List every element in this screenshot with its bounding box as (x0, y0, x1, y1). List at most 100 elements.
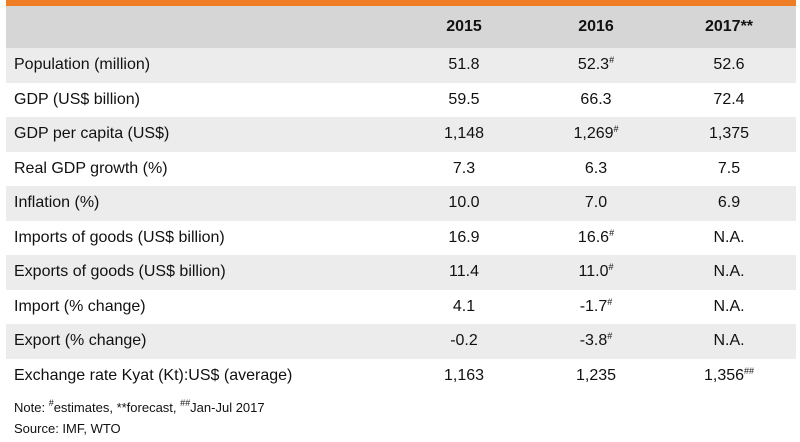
value-text: 1,235 (575, 366, 617, 384)
economic-indicators-table: 2015 2016 2017** Population (million) 51.… (6, 6, 796, 393)
header-accent-bar (6, 0, 796, 6)
value-2016: 16.6# (530, 221, 662, 256)
value-2016: 7.0 (530, 186, 662, 221)
value-2015: 51.8 (398, 48, 530, 83)
row-label: Exports of goods (US$ billion) (14, 263, 226, 281)
value-2016: 1,269# (530, 117, 662, 152)
value-2017: 1,356## (662, 359, 796, 394)
note-mark-period: ## (180, 398, 191, 408)
table-row: Export (% change) -0.2 -3.8# N.A. (6, 324, 796, 359)
value-2015: 59.5 (398, 83, 530, 118)
table-row: Exchange rate Kyat (Kt):US$ (average) 1,1… (6, 358, 796, 394)
table-row: Inflation (%) 10.0 7.0 6.9 (6, 186, 796, 221)
value-2015: 16.9 (398, 221, 530, 256)
note-line: Note: #estimates, **forecast, ##Jan-Jul … (14, 397, 265, 418)
value-text: 1,163 (443, 366, 485, 384)
header-2017: 2017** (704, 18, 754, 35)
value-text: 11.4 (449, 263, 479, 281)
value-2017: 6.9 (662, 186, 796, 221)
note-estimates: estimates, (53, 400, 117, 415)
row-label: Real GDP growth (%) (14, 159, 168, 177)
note-forecast: **forecast, (116, 400, 181, 415)
value-2015: 1,148 (398, 117, 530, 152)
value-2016: 11.0# (530, 255, 662, 290)
value-mark: # (609, 227, 615, 238)
value-mark: ## (744, 365, 755, 376)
value-2017: N.A. (662, 221, 796, 256)
row-label: Imports of goods (US$ billion) (14, 228, 225, 246)
value-2017: N.A. (662, 255, 796, 290)
value-2015: 4.1 (398, 290, 530, 325)
value-2016: 6.3 (530, 152, 662, 187)
value-mark: # (607, 296, 613, 307)
table-row: GDP (US$ billion) 59.5 66.3 72.4 (6, 82, 796, 118)
table-row: Import (% change) 4.1 -1.7# N.A. (6, 289, 796, 325)
source-line: Source: IMF, WTO (14, 421, 121, 436)
value-text: 7.5 (717, 159, 741, 177)
row-label: Export (% change) (14, 332, 147, 350)
table-row: Population (million) 51.8 52.3# 52.6 (6, 48, 796, 83)
value-text: 1,356 (703, 366, 745, 384)
value-2017: 1,375 (662, 117, 796, 152)
value-2016: 66.3 (530, 83, 662, 118)
table-row: Imports of goods (US$ billion) 16.9 16.6# N… (6, 220, 796, 256)
header-indicator (6, 6, 398, 48)
value-2015: 1,163 (398, 359, 530, 394)
value-text: 1,269 (573, 125, 614, 143)
value-text: 66.3 (580, 90, 612, 108)
value-text: 51.8 (448, 56, 480, 74)
note-period: Jan-Jul 2017 (190, 400, 265, 415)
value-2017: 72.4 (662, 83, 796, 118)
value-text: N.A. (713, 297, 745, 315)
header-2016: 2016 (578, 18, 614, 35)
table-notes: Note: #estimates, **forecast, ##Jan-Jul … (14, 397, 265, 439)
value-text: 59.5 (448, 90, 480, 108)
value-text: -3.8 (579, 332, 608, 350)
value-2017: 7.5 (662, 152, 796, 187)
note-mark-estimates: # (48, 398, 54, 408)
note-prefix: Note: (14, 400, 49, 415)
row-label: Exchange rate Kyat (Kt):US$ (average) (14, 366, 293, 384)
value-text: 16.6 (577, 228, 610, 246)
value-text: 4.1 (452, 297, 476, 315)
value-text: 10.0 (448, 194, 480, 212)
value-2016: -1.7# (530, 290, 662, 325)
value-2015: 11.4 (398, 255, 530, 290)
value-2016: -3.8# (530, 324, 662, 359)
row-label: GDP per capita (US$) (14, 125, 170, 143)
value-mark: # (608, 262, 614, 273)
table-row: Exports of goods (US$ billion) 11.4 11.0# N… (6, 255, 796, 290)
value-text: N.A. (713, 263, 745, 281)
value-mark: # (609, 55, 615, 66)
value-text: N.A. (713, 332, 745, 350)
value-2017: 52.6 (662, 48, 796, 83)
row-label: Inflation (%) (14, 194, 100, 212)
value-text: 6.3 (584, 159, 608, 177)
value-mark: # (607, 331, 613, 342)
row-label: Population (million) (14, 56, 151, 74)
row-label: Import (% change) (14, 297, 146, 315)
value-2016: 52.3# (530, 48, 662, 83)
value-text: 72.4 (713, 90, 745, 108)
value-text: 52.3 (577, 56, 610, 74)
value-2016: 1,235 (530, 359, 662, 394)
value-text: N.A. (713, 228, 745, 246)
value-mark: # (613, 124, 619, 135)
value-text: 11.0 (578, 263, 609, 281)
row-label: GDP (US$ billion) (14, 90, 140, 108)
value-text: 1,375 (708, 125, 750, 143)
table-header-row: 2015 2016 2017** (6, 6, 796, 48)
value-text: 16.9 (448, 228, 480, 246)
value-2017: N.A. (662, 324, 796, 359)
value-2015: -0.2 (398, 324, 530, 359)
table-row: Real GDP growth (%) 7.3 6.3 7.5 (6, 151, 796, 187)
value-2015: 7.3 (398, 152, 530, 187)
value-text: 52.6 (713, 56, 745, 74)
value-text: -0.2 (450, 332, 478, 350)
value-2015: 10.0 (398, 186, 530, 221)
value-text: 7.0 (584, 194, 608, 212)
value-text: -1.7 (579, 297, 608, 315)
header-2015: 2015 (446, 18, 482, 35)
value-text: 6.9 (717, 194, 741, 212)
value-2017: N.A. (662, 290, 796, 325)
